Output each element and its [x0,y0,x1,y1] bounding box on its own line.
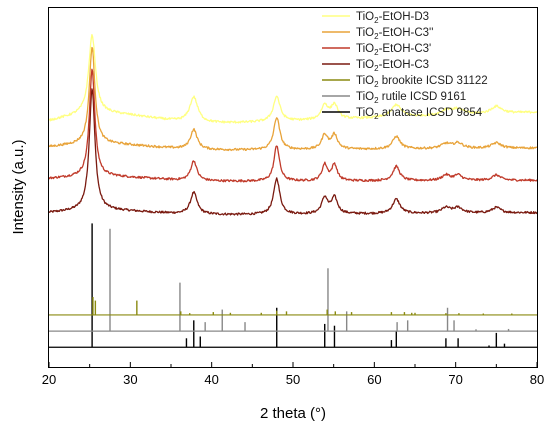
series-c3pp-line [48,46,538,152]
x-tick-label-30: 30 [123,372,137,387]
x-tick-label-20: 20 [42,372,56,387]
series-anatase [49,223,537,348]
legend-item-c3pp: TiO2-EtOH-C3'' [322,27,433,41]
plot-frame [48,7,538,368]
series-c3-line [48,88,538,216]
legend-label-d3: TiO2-EtOH-D3 [356,11,429,25]
x-tick-label-80: 80 [530,372,544,387]
legend-item-anatase: TiO2 anatase ICSD 9854 [322,107,483,121]
series-c3p-line [48,68,538,183]
series-rutile [49,228,537,332]
y-axis-label: Intensity (a.u.) [10,139,27,234]
series-layer [48,33,538,348]
x-tick-label-50: 50 [286,372,300,387]
series-c3pp [48,46,538,152]
x-tick-label-40: 40 [204,372,218,387]
x-axis: 20 30 40 50 60 70 80 [42,362,544,387]
legend-item-c3p: TiO2-EtOH-C3' [322,43,431,57]
x-tick-label-70: 70 [448,372,462,387]
series-d3-line [48,33,538,124]
legend-label-anatase: TiO2 anatase ICSD 9854 [356,107,483,121]
series-brookite [49,296,537,316]
series-c3 [48,88,538,216]
legend-item-brookite: TiO2 brookite ICSD 31122 [322,75,488,89]
x-axis-label: 2 theta (°) [260,405,326,422]
legend-label-c3p: TiO2-EtOH-C3' [356,43,431,57]
legend: TiO2-EtOH-D3 TiO2-EtOH-C3'' TiO2-EtOH-C3' T… [322,11,488,121]
x-tick-label-60: 60 [367,372,381,387]
legend-label-c3pp: TiO2-EtOH-C3'' [356,27,433,41]
legend-item-d3: TiO2-EtOH-D3 [322,11,429,25]
legend-label-c3: TiO2-EtOH-C3 [356,59,429,73]
legend-item-c3: TiO2-EtOH-C3 [322,59,429,73]
series-d3 [48,33,538,124]
series-c3p [48,68,538,183]
legend-label-brookite: TiO2 brookite ICSD 31122 [356,75,488,89]
legend-label-rutile: TiO2 rutile ICSD 9161 [356,91,466,105]
legend-item-rutile: TiO2 rutile ICSD 9161 [322,91,466,105]
